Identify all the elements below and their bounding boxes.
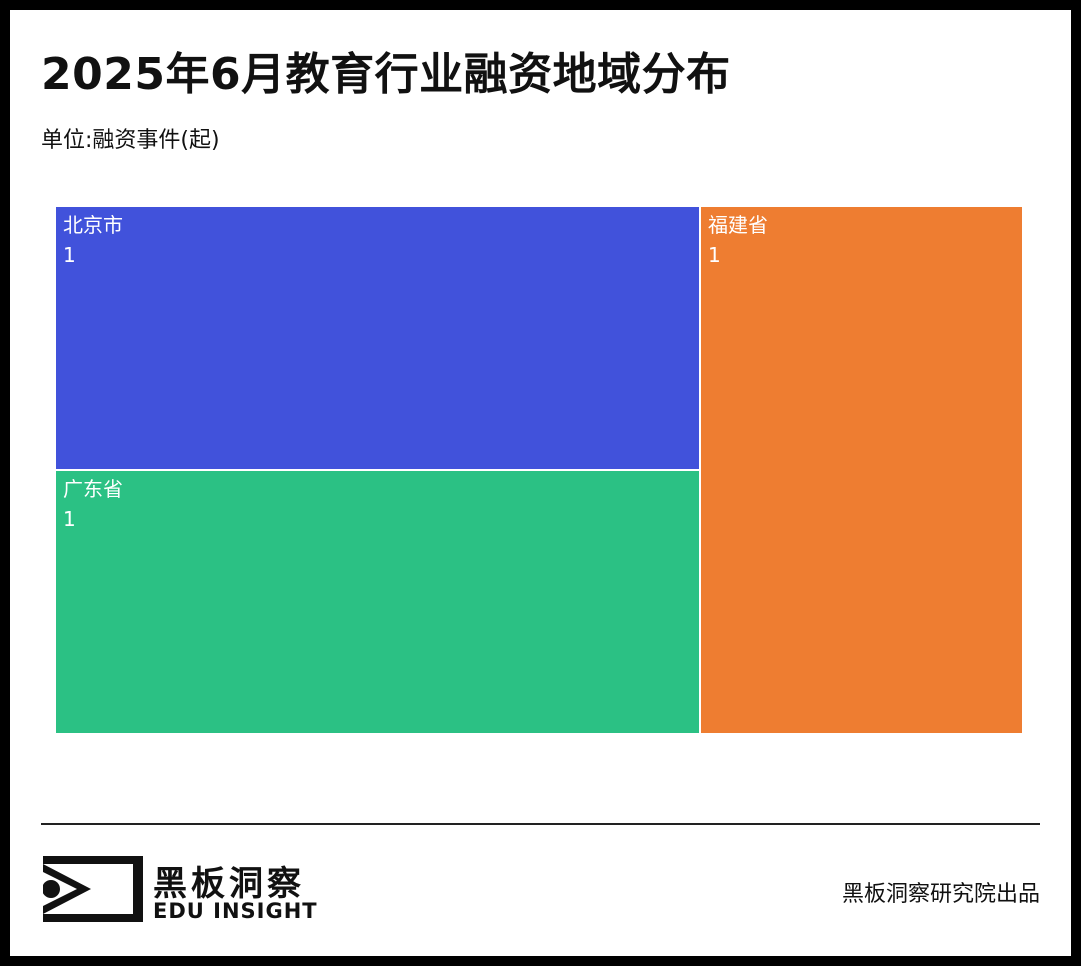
treemap-svg: 北京市 1 广东省 1 福建省 1 <box>56 207 1022 733</box>
treemap-cell: 广东省 1 <box>56 471 699 733</box>
treemap-cell: 福建省 1 <box>701 207 1022 733</box>
brand-name: 黑板洞察 <box>153 864 305 904</box>
treemap-value: 1 <box>63 507 76 531</box>
treemap-rect <box>56 207 699 469</box>
treemap-label: 北京市 <box>63 213 123 237</box>
chart-title: 2025年6月教育行业融资地域分布 <box>41 49 731 100</box>
treemap-rect <box>701 207 1022 733</box>
chart-frame: 2025年6月教育行业融资地域分布 单位:融资事件(起) 北京市 1 广东省 1 福建省… <box>10 10 1071 956</box>
treemap-rect <box>56 471 699 733</box>
treemap-value: 1 <box>63 243 76 267</box>
treemap-label: 福建省 <box>708 213 768 237</box>
credit-text: 黑板洞察研究院出品 <box>841 882 1040 907</box>
treemap-value: 1 <box>708 243 721 267</box>
treemap-chart: 北京市 1 广东省 1 福建省 1 <box>56 207 1022 733</box>
footer-divider <box>41 823 1040 825</box>
treemap-label: 广东省 <box>63 477 123 501</box>
eye-logo-icon <box>42 856 143 922</box>
chart-unit-label: 单位:融资事件(起) <box>41 128 220 153</box>
treemap-cell: 北京市 1 <box>56 207 699 469</box>
brand-english-name: EDU INSIGHT <box>153 899 318 923</box>
